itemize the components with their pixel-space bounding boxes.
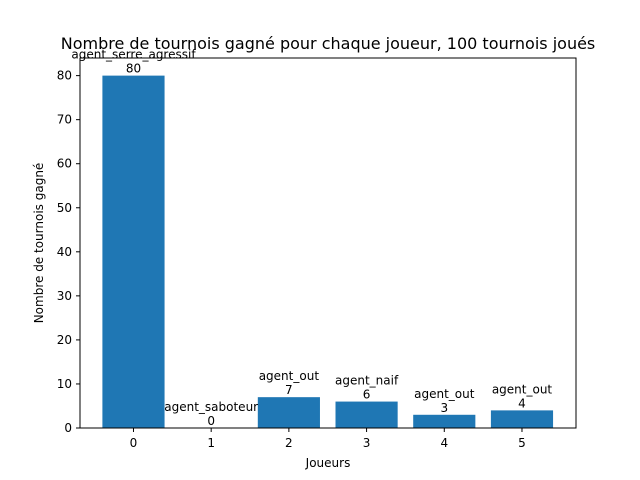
y-axis-label: Nombre de tournois gagné [32, 163, 46, 324]
bar-0 [102, 75, 165, 428]
bars [102, 75, 554, 428]
x-tick-label-3: 3 [363, 436, 371, 450]
bar-name-label-2: agent_out [259, 369, 320, 383]
x-tick-label-0: 0 [130, 436, 138, 450]
bar-value-label-1: 0 [207, 414, 215, 428]
y-tick-label-7: 70 [57, 113, 72, 127]
y-tick-label-2: 20 [57, 333, 72, 347]
y-tick-label-3: 30 [57, 289, 72, 303]
bar-name-label-5: agent_out [492, 382, 553, 396]
y-tick-label-4: 40 [57, 245, 72, 259]
y-tick-label-1: 10 [57, 377, 72, 391]
bar-value-label-0: 80 [126, 62, 141, 76]
y-tick-label-5: 50 [57, 201, 72, 215]
bar-2 [257, 397, 320, 428]
chart-title: Nombre de tournois gagné pour chaque jou… [61, 34, 596, 53]
bar-5 [490, 410, 554, 428]
bar-value-label-4: 3 [440, 401, 448, 415]
plot-frame [79, 57, 577, 429]
bar-name-label-1: agent_saboteur [164, 400, 258, 414]
bar-name-label-3: agent_naif [335, 374, 399, 388]
bar-4 [413, 414, 476, 428]
bar-name-label-0: agent_serre_agressif [71, 48, 196, 62]
y-tick-label-8: 80 [57, 69, 72, 83]
bar-name-label-4: agent_out [414, 387, 475, 401]
x-tick-label-5: 5 [518, 436, 526, 450]
y-tick-label-6: 60 [57, 157, 72, 171]
x-axis: 0 1 2 3 4 5 [130, 428, 526, 450]
bar-3 [335, 401, 398, 428]
x-axis-label: Joueurs [305, 456, 351, 470]
bar-value-label-3: 6 [363, 388, 371, 402]
x-tick-label-2: 2 [285, 436, 293, 450]
bar-value-label-2: 7 [285, 383, 293, 397]
bar-value-label-5: 4 [518, 396, 526, 410]
y-tick-label-0: 0 [64, 421, 72, 435]
x-tick-label-1: 1 [207, 436, 215, 450]
y-axis: 0 10 20 30 40 50 60 70 80 [57, 69, 80, 435]
x-tick-label-4: 4 [440, 436, 448, 450]
